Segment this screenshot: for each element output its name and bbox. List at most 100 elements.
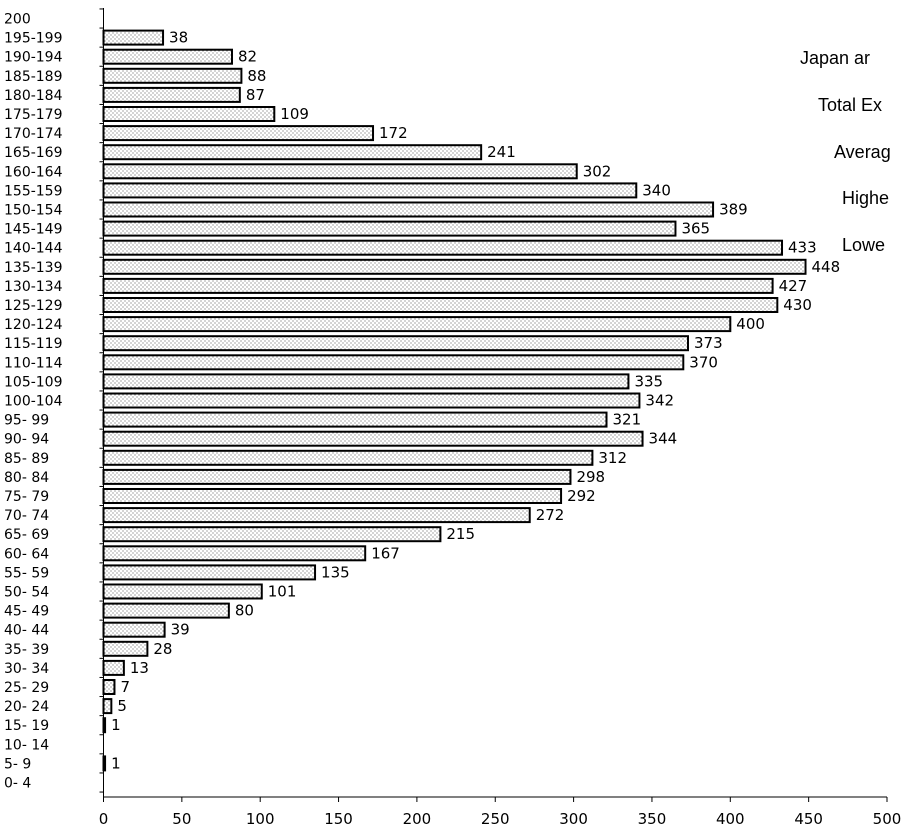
y-tick-label: 100-104 <box>4 394 63 410</box>
axes <box>99 8 888 802</box>
bar <box>102 125 375 142</box>
side-text-3: Averag <box>834 142 891 162</box>
data-label: 7 <box>120 678 130 696</box>
bar <box>102 507 531 524</box>
bar <box>102 564 317 581</box>
x-tick-label: 500 <box>873 810 902 828</box>
y-tick-label: 95- 99 <box>4 413 49 429</box>
y-tick-label: 30- 34 <box>4 661 49 677</box>
bar <box>102 182 638 199</box>
data-label: 135 <box>321 563 350 581</box>
data-label: 241 <box>487 143 516 161</box>
data-label: 321 <box>613 411 642 429</box>
x-tick-label: 300 <box>559 810 588 828</box>
bar <box>102 144 483 161</box>
bar <box>102 449 594 466</box>
y-tick-label: 60- 64 <box>4 546 49 562</box>
y-tick-label: 150-154 <box>4 203 63 219</box>
bar <box>102 602 230 619</box>
data-label: 292 <box>567 487 596 505</box>
data-label: 342 <box>645 392 674 410</box>
y-tick-label: 140-144 <box>4 241 63 257</box>
data-label: 101 <box>268 583 297 601</box>
bar <box>102 163 578 180</box>
y-tick-label: 180-184 <box>4 88 63 104</box>
y-tick-label: 20- 24 <box>4 699 49 715</box>
data-label: 373 <box>694 334 723 352</box>
data-label: 302 <box>583 162 612 180</box>
y-tick-label: 45- 49 <box>4 604 49 620</box>
y-tick-label: 165-169 <box>4 145 63 161</box>
data-label: 87 <box>246 86 265 104</box>
side-text-2: Total Ex <box>818 95 883 115</box>
x-tick-label: 400 <box>716 810 745 828</box>
y-tick-label: 175-179 <box>4 107 63 123</box>
bar <box>102 48 233 65</box>
x-tick-label: 100 <box>246 810 275 828</box>
data-label: 38 <box>169 29 188 47</box>
bar <box>102 583 263 600</box>
data-label: 109 <box>280 105 309 123</box>
y-tick-label: 105-109 <box>4 374 63 390</box>
data-label: 88 <box>247 67 266 85</box>
bar <box>102 239 784 256</box>
side-text-1: Japan ar <box>800 48 871 68</box>
data-label: 5 <box>117 697 127 715</box>
y-tick-label: 25- 29 <box>4 680 49 696</box>
y-tick-label: 130-134 <box>4 279 63 295</box>
bar <box>102 526 442 543</box>
bar <box>102 220 677 237</box>
data-label: 312 <box>598 449 627 467</box>
data-label: 344 <box>649 430 678 448</box>
data-label: 298 <box>576 468 605 486</box>
data-label: 13 <box>130 659 149 677</box>
bar <box>102 258 807 275</box>
bar <box>102 277 774 294</box>
x-tick-label: 150 <box>324 810 353 828</box>
data-label: 82 <box>238 48 257 66</box>
y-tick-label: 70- 74 <box>4 508 49 524</box>
data-label: 1 <box>111 754 121 772</box>
y-tick-label: 185-189 <box>4 69 63 85</box>
y-tick-label: 170-174 <box>4 126 63 142</box>
y-tick-label: 0- 4 <box>4 776 31 792</box>
y-tick-label: 90- 94 <box>4 432 49 448</box>
bar <box>102 430 644 447</box>
data-label: 80 <box>235 602 254 620</box>
y-tick-label: 155-159 <box>4 183 63 199</box>
side-text-5: Lowe <box>842 235 886 255</box>
y-tick-label: 35- 39 <box>4 642 49 658</box>
side-text-4: Highe <box>842 188 890 208</box>
bar <box>102 698 113 715</box>
y-tick-label: 200 <box>4 12 31 28</box>
bar <box>102 106 276 122</box>
y-tick-label: 75- 79 <box>4 489 49 505</box>
x-tick-label: 50 <box>172 810 191 828</box>
y-tick-labels: 200 195-199 190-194 185-189 180-184 175-179 17… <box>4 12 63 792</box>
bar <box>102 316 732 333</box>
data-label: 215 <box>446 525 475 543</box>
y-tick-label: 5- 9 <box>4 756 31 772</box>
bar <box>102 468 572 485</box>
bar <box>102 392 641 409</box>
data-label: 448 <box>812 258 841 276</box>
y-tick-label: 15- 19 <box>4 718 49 734</box>
y-tick-label: 65- 69 <box>4 527 49 543</box>
data-label: 370 <box>689 353 718 371</box>
y-tick-label: 160-164 <box>4 164 63 180</box>
bar <box>102 335 689 352</box>
bar <box>102 545 367 562</box>
data-label: 167 <box>371 544 400 562</box>
y-tick-label: 80- 84 <box>4 470 49 486</box>
bar <box>102 67 243 84</box>
x-tick-label: 250 <box>481 810 510 828</box>
bar <box>102 201 715 218</box>
y-tick-label: 55- 59 <box>4 565 49 581</box>
y-tick-label: 115-119 <box>4 336 63 352</box>
data-label: 335 <box>634 372 663 390</box>
y-tick-label: 125-129 <box>4 298 63 314</box>
data-label: 433 <box>788 239 817 257</box>
data-label: 340 <box>642 181 671 199</box>
